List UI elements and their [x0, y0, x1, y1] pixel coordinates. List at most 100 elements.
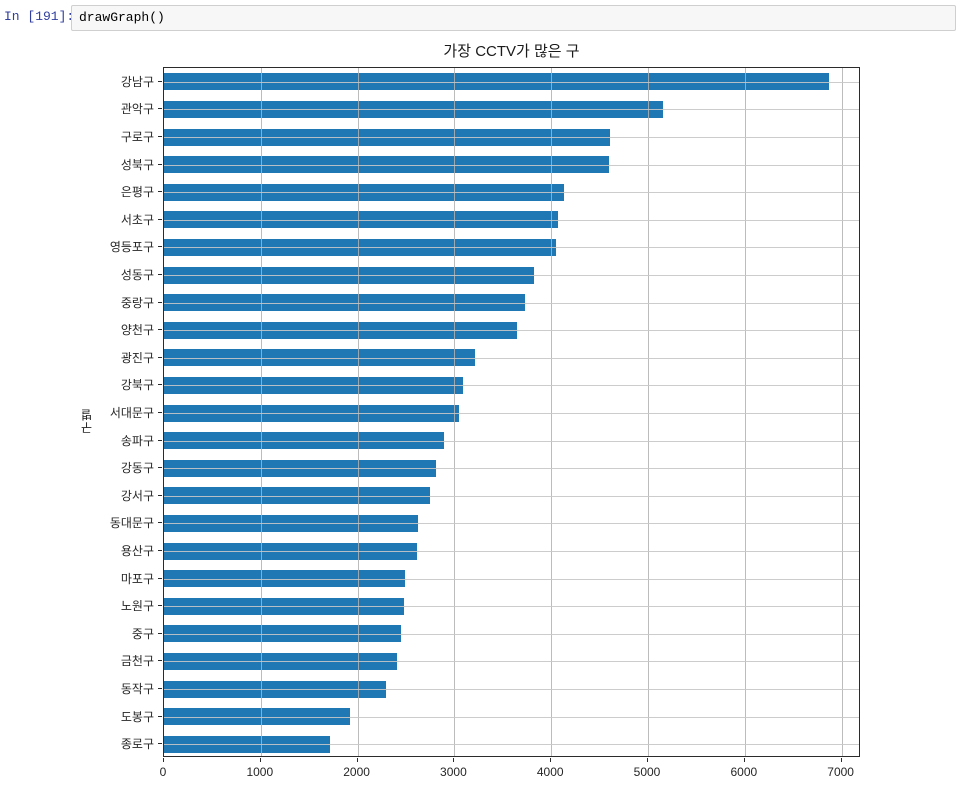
y-tick-label: 동대문구	[109, 516, 154, 531]
y-tick-mark	[158, 632, 162, 634]
horizontal-gridline	[164, 137, 859, 138]
horizontal-gridline	[164, 744, 859, 746]
y-tick-label: 관악구	[120, 102, 154, 117]
horizontal-gridline	[164, 192, 859, 194]
y-tick-label: 중랑구	[120, 295, 154, 310]
y-tick-label: 강북구	[120, 378, 154, 393]
y-tick-mark	[158, 412, 162, 413]
y-tick-label: 강동구	[120, 461, 154, 476]
y-tick-mark	[158, 715, 162, 717]
x-tick-mark	[647, 758, 649, 762]
horizontal-gridline	[164, 716, 859, 718]
y-tick-label: 종로구	[120, 737, 154, 752]
horizontal-gridline	[164, 330, 859, 332]
x-tick-mark	[453, 758, 455, 762]
y-tick-mark	[158, 80, 162, 82]
y-tick-label: 강서구	[120, 488, 154, 503]
y-tick-mark	[158, 577, 162, 579]
horizontal-gridline	[164, 578, 859, 580]
horizontal-gridline	[164, 661, 859, 663]
horizontal-gridline	[164, 689, 859, 690]
y-tick-mark	[158, 384, 162, 386]
horizontal-gridline	[164, 633, 859, 635]
y-tick-label: 중구	[131, 626, 154, 641]
y-tick-mark	[158, 274, 162, 275]
y-tick-label: 성북구	[120, 157, 154, 172]
x-tick-mark	[356, 758, 358, 762]
y-tick-mark	[158, 550, 162, 551]
chart-title: 가장 CCTV가 많은 구	[443, 43, 580, 60]
y-tick-mark	[158, 136, 162, 137]
y-tick-mark	[158, 605, 162, 607]
x-tick-label: 2000	[343, 765, 370, 779]
horizontal-gridline	[164, 440, 859, 442]
y-tick-label: 영등포구	[109, 240, 154, 255]
input-prompt: In [191]:	[4, 9, 75, 24]
vertical-gridline	[357, 68, 359, 756]
y-tick-mark	[158, 467, 162, 469]
y-tick-label: 금천구	[120, 654, 154, 669]
horizontal-gridline	[164, 385, 859, 387]
y-tick-label: 성동구	[120, 268, 154, 282]
horizontal-gridline	[164, 109, 859, 111]
y-tick-label: 서대문구	[109, 406, 154, 420]
code-editor[interactable]: drawGraph()	[71, 5, 956, 31]
vertical-gridline	[841, 68, 843, 756]
y-tick-mark	[158, 356, 162, 358]
horizontal-gridline	[164, 523, 859, 525]
x-tick-label: 3000	[440, 765, 467, 779]
y-tick-mark	[158, 246, 162, 248]
y-tick-label: 도봉구	[120, 709, 154, 724]
y-tick-mark	[158, 439, 162, 441]
horizontal-gridline	[164, 551, 859, 552]
x-tick-label: 7000	[827, 765, 854, 779]
horizontal-gridline	[164, 219, 859, 221]
x-tick-label: 4000	[536, 765, 564, 779]
y-tick-mark	[158, 108, 162, 110]
vertical-gridline	[744, 68, 746, 756]
vertical-gridline	[454, 68, 456, 756]
y-tick-label: 구로구	[120, 130, 154, 144]
horizontal-gridline	[164, 81, 859, 83]
horizontal-gridline	[164, 164, 859, 166]
horizontal-gridline	[164, 302, 859, 304]
y-tick-label: 용산구	[120, 544, 154, 558]
y-tick-mark	[158, 494, 162, 496]
y-tick-mark	[158, 218, 162, 220]
y-tick-mark	[158, 163, 162, 165]
x-tick-label: 0	[159, 765, 167, 779]
y-tick-label: 서초구	[120, 212, 154, 227]
x-tick-mark	[259, 758, 261, 762]
y-tick-label: 노원구	[120, 599, 154, 614]
horizontal-gridline	[164, 468, 859, 470]
y-tick-label: 은평구	[120, 185, 154, 200]
code-text[interactable]: drawGraph()	[79, 10, 165, 25]
chart-figure: 가장 CCTV가 많은 구 구별 강남구 관악구 구로구 성북구 은평구 서초구 영등포구 성…	[0, 36, 961, 785]
x-tick-mark	[840, 758, 842, 762]
y-tick-mark	[158, 743, 162, 745]
vertical-gridline	[648, 68, 650, 756]
horizontal-gridline	[164, 606, 859, 608]
vertical-gridline	[551, 68, 553, 756]
plot-area	[163, 67, 860, 757]
y-tick-label: 양천구	[120, 323, 154, 338]
y-tick-mark	[158, 301, 162, 303]
x-tick-mark	[743, 758, 745, 762]
horizontal-gridline	[164, 247, 859, 249]
x-tick-mark	[163, 758, 164, 762]
horizontal-gridline	[164, 357, 859, 359]
horizontal-gridline	[164, 495, 859, 497]
x-tick-label: 5000	[633, 765, 661, 779]
y-tick-label: 마포구	[120, 571, 154, 586]
y-tick-mark	[158, 329, 162, 331]
x-tick-label: 6000	[730, 765, 758, 779]
horizontal-gridline	[164, 275, 859, 276]
y-tick-label: 동작구	[120, 682, 154, 696]
grid-layer	[164, 68, 859, 756]
y-tick-label: 송파구	[120, 433, 154, 448]
y-tick-mark	[158, 191, 162, 193]
x-tick-mark	[550, 758, 552, 762]
notebook-input-cell: In [191]: drawGraph()	[0, 0, 961, 36]
y-tick-mark	[158, 522, 162, 524]
x-tick-label: 1000	[246, 765, 274, 779]
